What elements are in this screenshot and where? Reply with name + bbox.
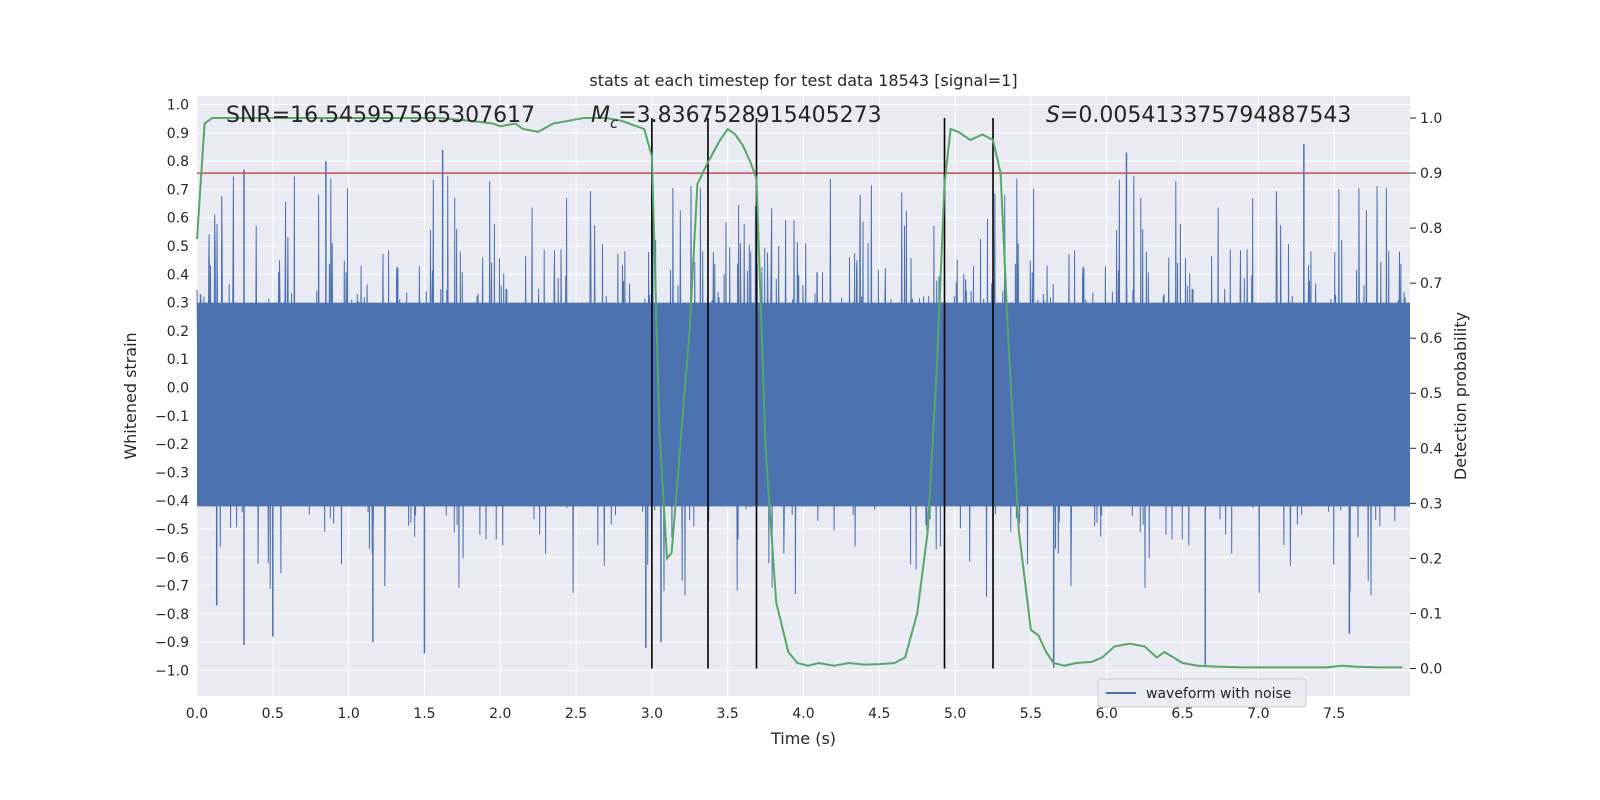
chirp-mass-subscript: c — [610, 114, 619, 132]
y-left-tick-label: −0.7 — [155, 579, 189, 595]
legend-label: waveform with noise — [1146, 686, 1291, 702]
y-left-tick-label: 0.3 — [167, 296, 189, 312]
s-value: =0.005413375794887543 — [1060, 103, 1351, 128]
y-left-tick-label: −1.0 — [155, 664, 189, 680]
x-tick-label: 4.5 — [868, 706, 890, 722]
y-right-tick-label: 0.5 — [1420, 386, 1442, 402]
y-axis-label-left: Whitened strain — [121, 332, 140, 459]
chirp-mass-annotation: Mc=3.8367528915405273 — [591, 103, 882, 132]
x-tick-label: 4.0 — [792, 706, 814, 722]
y-right-tick-label: 0.4 — [1420, 441, 1442, 457]
y-right-tick-label: 0.8 — [1420, 221, 1442, 237]
detection-probability-line — [196, 117, 1403, 669]
y-axis-label-right: Detection probability — [1451, 312, 1470, 480]
legend-box — [1097, 678, 1307, 708]
detection-probability-series — [196, 117, 1403, 669]
y-right-tick-label: 0.2 — [1420, 551, 1442, 567]
y-left-tick-label: 0.1 — [167, 352, 189, 368]
waveform-with-noise-series — [196, 144, 1410, 668]
s-symbol: S — [1046, 103, 1060, 128]
vertical-markers — [197, 118, 1410, 669]
y-left-tick-label: 0.6 — [167, 211, 189, 227]
x-tick-label: 5.5 — [1020, 706, 1042, 722]
y-left-tick-label: 0.2 — [167, 324, 189, 340]
y-right-tick-label: 0.9 — [1420, 166, 1442, 182]
y-left-tick-label: 0.9 — [167, 126, 189, 142]
x-tick-label: 0.5 — [262, 706, 284, 722]
x-tick-label: 1.5 — [413, 706, 435, 722]
y-right-tick-label: 0.1 — [1420, 606, 1442, 622]
y-left-tick-label: 1.0 — [167, 97, 189, 113]
y-left-tick-label: 0.0 — [167, 381, 189, 397]
y-left-tick-label: −0.2 — [155, 437, 189, 453]
y-left-tick-label: −0.1 — [155, 409, 189, 425]
y-left-tick-label: 0.5 — [167, 239, 189, 255]
chart-title: stats at each timestep for test data 185… — [589, 71, 1017, 90]
chirp-mass-value: =3.8367528915405273 — [618, 103, 881, 128]
x-tick-label: 6.5 — [1171, 706, 1193, 722]
y-left-tick-label: −0.8 — [155, 607, 189, 623]
s-annotation: S=0.005413375794887543 — [1046, 103, 1351, 128]
x-tick-label: 7.0 — [1247, 706, 1269, 722]
x-tick-label: 7.5 — [1323, 706, 1345, 722]
waveform-dense-band — [197, 302, 1410, 507]
chirp-mass-symbol: M — [591, 103, 610, 128]
snr-annotation: SNR=16.545957565307617 — [226, 103, 535, 128]
y-left-tick-label: 0.4 — [167, 267, 189, 283]
x-axis-label: Time (s) — [770, 729, 836, 748]
y-left-tick-label: 0.7 — [167, 182, 189, 198]
y-left-tick-label: −0.4 — [155, 494, 189, 510]
y-left-tick-label: −0.6 — [155, 550, 189, 566]
x-tick-label: 1.0 — [337, 706, 359, 722]
y-left-tick-label: −0.5 — [155, 522, 189, 538]
legend: waveform with noise — [1097, 678, 1307, 708]
x-tick-label: 0.0 — [186, 706, 208, 722]
y-right-tick-label: 0.7 — [1420, 276, 1442, 292]
axes: 0.0 0.5 1.0 1.5 2.0 2.5 3.0 3.5 4.0 4.5 5.0 5.5 6.0 6… — [155, 97, 1442, 722]
x-tick-label: 2.5 — [565, 706, 587, 722]
y-right-tick-label: 1.0 — [1420, 111, 1442, 127]
x-tick-label: 6.0 — [1096, 706, 1118, 722]
x-tick-label: 3.0 — [641, 706, 663, 722]
y-left-tick-label: 0.8 — [167, 154, 189, 170]
y-right-tick-label: 0.0 — [1420, 661, 1442, 677]
x-tick-label: 2.0 — [489, 706, 511, 722]
x-tick-label: 3.5 — [717, 706, 739, 722]
x-tick-label: 5.0 — [944, 706, 966, 722]
y-right-tick-label: 0.6 — [1420, 331, 1442, 347]
y-right-tick-label: 0.3 — [1420, 496, 1442, 512]
y-left-tick-label: −0.9 — [155, 635, 189, 651]
y-left-tick-label: −0.3 — [155, 465, 189, 481]
